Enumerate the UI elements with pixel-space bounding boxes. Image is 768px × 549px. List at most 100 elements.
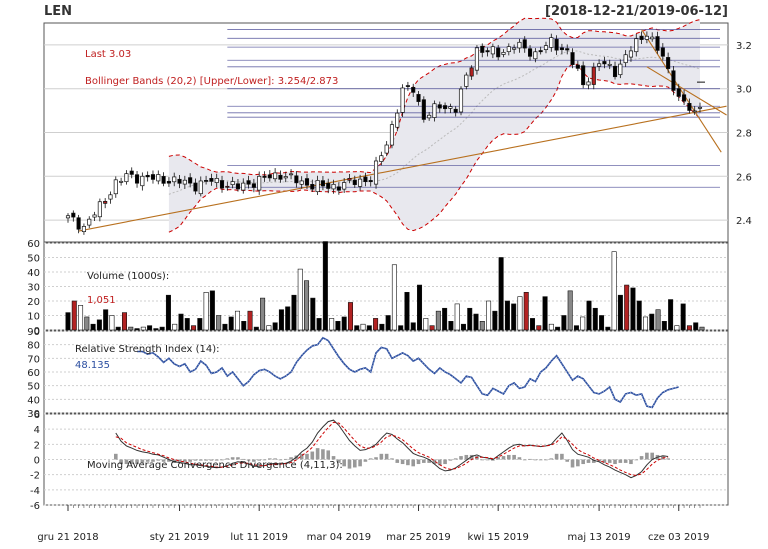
volume-bar	[636, 300, 642, 331]
macd-histogram-bar	[390, 458, 394, 460]
candle	[453, 108, 458, 113]
volume-bar	[643, 316, 649, 331]
price-tick-label: 2.4	[736, 216, 752, 227]
volume-title: Volume (1000s):	[87, 271, 169, 282]
rsi-tick-label: 30	[27, 409, 40, 420]
macd-histogram-bar	[427, 459, 431, 463]
candle	[395, 112, 400, 128]
candle	[267, 174, 272, 179]
candle	[177, 178, 182, 184]
macd-histogram-bar	[623, 459, 628, 463]
volume-bar	[404, 291, 410, 331]
candle	[554, 38, 559, 51]
volume-bar	[536, 325, 542, 331]
macd-histogram-bar	[512, 454, 516, 460]
candle	[214, 178, 219, 183]
candle	[543, 45, 549, 50]
macd-histogram-bar	[156, 459, 161, 461]
volume-bar	[360, 323, 366, 331]
volume-bar	[278, 309, 284, 331]
candle	[108, 194, 113, 200]
volume-bar	[260, 297, 266, 331]
macd-histogram-bar	[257, 459, 261, 461]
volume-bar	[605, 326, 611, 331]
volume-bar	[561, 315, 567, 331]
volume-bar	[109, 315, 115, 331]
macd-histogram-bar	[437, 459, 442, 466]
rsi-tick-label: 50	[27, 382, 40, 393]
candle	[103, 200, 108, 204]
volume-bar	[586, 300, 592, 331]
macd-signal-line	[115, 421, 669, 476]
volume-bar	[410, 322, 416, 331]
macd-histogram-bar	[268, 458, 272, 460]
candle	[193, 182, 198, 192]
macd-histogram-bar	[576, 459, 580, 467]
candle	[512, 47, 517, 50]
candle	[294, 175, 299, 184]
macd-tick-label: -6	[30, 501, 40, 512]
macd-histogram-bar	[278, 459, 283, 461]
volume-bar	[78, 305, 84, 331]
x-tick-label: mar 04 2019	[307, 532, 372, 543]
volume-bar	[209, 290, 215, 331]
candle	[97, 201, 102, 218]
macd-histogram-bar	[607, 459, 612, 463]
macd-histogram-bar	[602, 459, 607, 463]
volume-bar	[222, 323, 228, 331]
macd-histogram-bar	[533, 459, 538, 461]
candle	[628, 50, 634, 58]
candle	[634, 38, 639, 53]
volume-bar	[454, 303, 460, 331]
candle	[581, 65, 586, 86]
candle	[432, 103, 437, 118]
candle	[156, 174, 161, 182]
candle	[591, 66, 596, 85]
volume-bar	[523, 291, 529, 331]
volume-bar	[486, 300, 492, 331]
last-price-label: Last 3.03	[85, 49, 131, 60]
macd-histogram-bar	[565, 459, 570, 462]
candle	[342, 182, 347, 190]
candle	[586, 81, 591, 86]
candle	[427, 114, 432, 119]
macd-histogram-bar	[591, 459, 596, 463]
x-tick-label: kwi 15 2019	[468, 532, 529, 543]
candle	[411, 86, 416, 93]
macd-histogram-bar	[337, 459, 341, 463]
macd-histogram-bar	[347, 459, 352, 469]
macd-tick-label: 6	[34, 410, 40, 421]
macd-histogram-bar	[618, 459, 623, 463]
candle	[262, 175, 267, 178]
candle	[219, 180, 225, 189]
candle	[602, 61, 607, 65]
volume-bar	[442, 307, 448, 331]
volume-bar	[624, 284, 630, 331]
volume-bar	[178, 313, 184, 331]
macd-histogram-bar	[374, 457, 378, 460]
volume-bar	[297, 268, 303, 331]
macd-histogram-bar	[586, 459, 591, 463]
volume-bar	[247, 310, 253, 331]
candle	[474, 47, 479, 71]
macd-histogram-bar	[188, 459, 192, 462]
candle	[506, 46, 511, 53]
rsi-tick-label: 40	[27, 395, 40, 406]
candle	[384, 144, 389, 154]
macd-histogram-bar	[485, 459, 490, 461]
candle	[448, 106, 453, 109]
volume-bar	[197, 318, 203, 331]
macd-histogram-bar	[560, 453, 564, 460]
candle	[538, 50, 543, 53]
macd-tick-label: 2	[34, 440, 40, 451]
volume-bar	[272, 322, 278, 331]
macd-histogram-bar	[198, 459, 203, 461]
volume-bar	[473, 313, 479, 331]
macd-histogram-bar	[236, 457, 240, 460]
volume-bar	[253, 326, 259, 331]
macd-histogram-bar	[581, 459, 585, 465]
macd-histogram-bar	[491, 459, 495, 461]
macd-histogram-bar	[209, 459, 214, 461]
candle	[533, 51, 538, 60]
volume-bar	[661, 320, 667, 331]
